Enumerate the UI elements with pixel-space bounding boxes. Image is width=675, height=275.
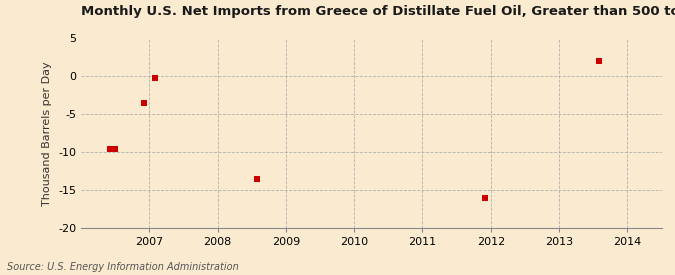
Text: Source: U.S. Energy Information Administration: Source: U.S. Energy Information Administ… — [7, 262, 238, 272]
Point — [138, 101, 149, 105]
Point — [110, 146, 121, 151]
Point — [593, 59, 604, 64]
Text: Monthly U.S. Net Imports from Greece of Distillate Fuel Oil, Greater than 500 to: Monthly U.S. Net Imports from Greece of … — [81, 6, 675, 18]
Y-axis label: Thousand Barrels per Day: Thousand Barrels per Day — [43, 61, 53, 206]
Point — [252, 177, 263, 181]
Point — [104, 146, 115, 151]
Point — [149, 76, 160, 80]
Point — [480, 196, 491, 200]
